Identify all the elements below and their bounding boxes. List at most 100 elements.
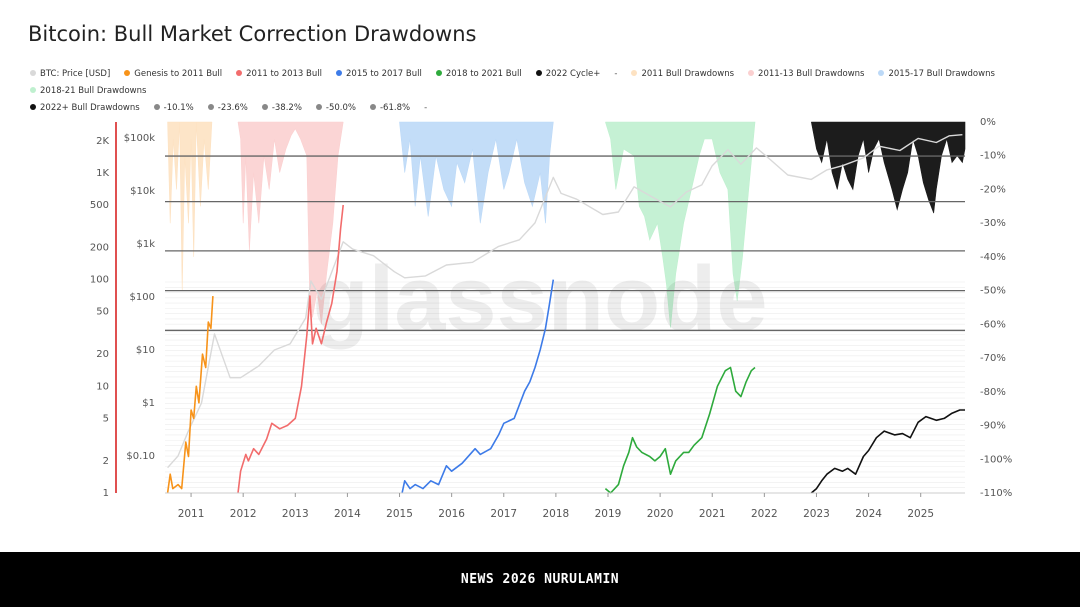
legend-item[interactable]: 2011 Bull Drawdowns bbox=[631, 66, 734, 83]
drawdown-axis-tick-label: 0% bbox=[980, 117, 996, 128]
series-line bbox=[167, 134, 963, 469]
cycle-axis-tick-label: 1K bbox=[96, 168, 109, 179]
drawdown-axis-tick-label: -90% bbox=[980, 421, 1006, 432]
series-line bbox=[166, 296, 214, 494]
legend-dot-icon bbox=[535, 69, 542, 76]
legend-item[interactable]: 2018-21 Bull Drawdowns bbox=[30, 83, 146, 100]
legend-dot-icon bbox=[30, 69, 36, 76]
legend-item[interactable]: -61.8% bbox=[369, 100, 411, 117]
series-line bbox=[810, 409, 965, 494]
footer-text: NEWS 2026 NURULAMIN bbox=[460, 572, 620, 587]
drawdown-axis-tick-label: -60% bbox=[980, 319, 1006, 330]
x-axis-tick-label: 2014 bbox=[334, 508, 361, 520]
legend-label: 2011-13 Bull Drawdowns bbox=[758, 69, 865, 79]
series-line bbox=[237, 204, 344, 494]
legend-dot-icon bbox=[30, 86, 36, 93]
price-axis-tick-label: $1k bbox=[136, 239, 155, 250]
drawdown-axis-tick-label: -10% bbox=[980, 151, 1006, 162]
legend-label: 2015 to 2017 Bull bbox=[346, 69, 422, 79]
legend-item[interactable]: BTC: Price [USD] bbox=[30, 66, 110, 83]
legend-item[interactable]: -23.6% bbox=[207, 100, 248, 117]
legend-item[interactable]: -38.2% bbox=[261, 100, 302, 117]
legend-label: -61.8% bbox=[379, 103, 411, 113]
legend-label: BTC: Price [USD] bbox=[40, 69, 111, 79]
legend-dot-icon bbox=[878, 69, 885, 76]
legend-label: -10.1% bbox=[163, 103, 194, 113]
legend-dot-icon bbox=[261, 103, 268, 110]
price-axis-tick-label: $1 bbox=[142, 398, 155, 409]
chart-title: Bitcoin: Bull Market Correction Drawdown… bbox=[28, 22, 477, 46]
legend-label: Genesis to 2011 Bull bbox=[134, 69, 223, 79]
x-axis-tick-label: 2013 bbox=[282, 508, 309, 520]
x-axis-tick-label: 2017 bbox=[490, 508, 517, 520]
drawdown-area bbox=[237, 121, 344, 325]
legend-separator[interactable]: - bbox=[614, 69, 618, 79]
cycle-axis-tick-label: 20 bbox=[96, 349, 109, 360]
legend-item[interactable]: 2015 to 2017 Bull bbox=[336, 66, 422, 83]
legend-separator[interactable]: - bbox=[424, 103, 428, 113]
x-axis-tick-label: 2023 bbox=[803, 508, 830, 520]
legend-dot-icon bbox=[631, 69, 638, 76]
cycle-axis-tick-label: 5 bbox=[103, 413, 109, 424]
price-axis-tick-label: $10k bbox=[130, 186, 155, 197]
legend-label: 2022+ Bull Drawdowns bbox=[40, 103, 140, 113]
drawdown-axis-tick-label: -30% bbox=[980, 218, 1006, 229]
price-axis-tick-label: $10 bbox=[136, 345, 155, 356]
legend-dot-icon bbox=[236, 69, 243, 76]
legend-item[interactable]: 2011 to 2013 Bull bbox=[236, 66, 322, 83]
legend-dot-icon bbox=[153, 103, 160, 110]
legend-label: 2018 to 2021 Bull bbox=[445, 69, 522, 79]
cycle-axis-tick-label: 2 bbox=[103, 456, 109, 467]
legend-item[interactable]: 2015-17 Bull Drawdowns bbox=[878, 66, 995, 83]
watermark: glassnode bbox=[312, 248, 767, 350]
x-axis-tick-label: 2012 bbox=[230, 508, 257, 520]
legend-row-1: BTC: Price [USD] Genesis to 2011 Bull 2011… bbox=[30, 66, 1030, 100]
legend-item[interactable]: -50.0% bbox=[315, 100, 356, 117]
cycle-axis-tick-label: 50 bbox=[96, 307, 109, 318]
x-axis-tick-label: 2024 bbox=[855, 508, 882, 520]
x-axis-tick-label: 2022 bbox=[751, 508, 778, 520]
legend-item[interactable]: 2018 to 2021 Bull bbox=[435, 66, 522, 83]
legend-item[interactable]: Genesis to 2011 Bull bbox=[124, 66, 222, 83]
legend: BTC: Price [USD] Genesis to 2011 Bull 2011… bbox=[30, 66, 1030, 117]
legend-item[interactable]: -10.1% bbox=[153, 100, 194, 117]
drawdown-axis-tick-label: -40% bbox=[980, 252, 1006, 263]
drawdown-area bbox=[167, 121, 213, 291]
legend-dot-icon bbox=[336, 69, 342, 76]
legend-label: 2022 Cycle+ bbox=[545, 69, 601, 79]
drawdown-axis-tick-label: -70% bbox=[980, 353, 1006, 364]
cycle-axis-tick-label: 500 bbox=[90, 200, 109, 211]
drawdown-area bbox=[399, 121, 554, 224]
legend-label: 2011 Bull Drawdowns bbox=[641, 69, 735, 79]
cycle-axis-tick-label: 1 bbox=[103, 488, 109, 499]
x-axis-tick-label: 2021 bbox=[699, 508, 726, 520]
legend-item[interactable]: 2022 Cycle+ bbox=[535, 66, 601, 83]
price-lines bbox=[166, 134, 965, 494]
legend-dot-icon bbox=[124, 69, 131, 76]
x-axis-tick-label: 2025 bbox=[907, 508, 934, 520]
price-axis-tick-label: $100k bbox=[124, 133, 155, 144]
series-line bbox=[604, 366, 756, 494]
drawdown-axis-tick-label: -110% bbox=[980, 488, 1012, 499]
legend-label: -38.2% bbox=[271, 103, 302, 113]
drawdown-axis-tick-label: -50% bbox=[980, 286, 1006, 297]
series-line bbox=[401, 279, 555, 494]
drawdown-area bbox=[605, 121, 756, 328]
legend-dot-icon bbox=[207, 103, 214, 110]
grid-lines bbox=[165, 281, 965, 494]
legend-dot-icon bbox=[435, 69, 442, 76]
cycle-axis-tick-label: 2K bbox=[96, 136, 109, 147]
legend-dot-icon bbox=[748, 69, 755, 76]
drawdown-axis-tick-label: -100% bbox=[980, 454, 1012, 465]
legend-item[interactable]: 2022+ Bull Drawdowns bbox=[30, 100, 140, 117]
price-axis-tick-label: $0.10 bbox=[126, 451, 155, 462]
price-axis-tick-label: $100 bbox=[130, 292, 155, 303]
drawdown-area bbox=[811, 121, 966, 214]
drawdown-areas bbox=[167, 121, 966, 328]
x-axis-tick-label: 2020 bbox=[647, 508, 674, 520]
axes: 2K 1K 500 200 100 50 20 10 5 2 1 $100k $10k $1k $100 $1… bbox=[90, 117, 1012, 520]
legend-label: -23.6% bbox=[217, 103, 248, 113]
legend-dot-icon bbox=[30, 103, 36, 110]
legend-item[interactable]: 2011-13 Bull Drawdowns bbox=[748, 66, 864, 83]
x-axis-tick-label: 2016 bbox=[438, 508, 465, 520]
